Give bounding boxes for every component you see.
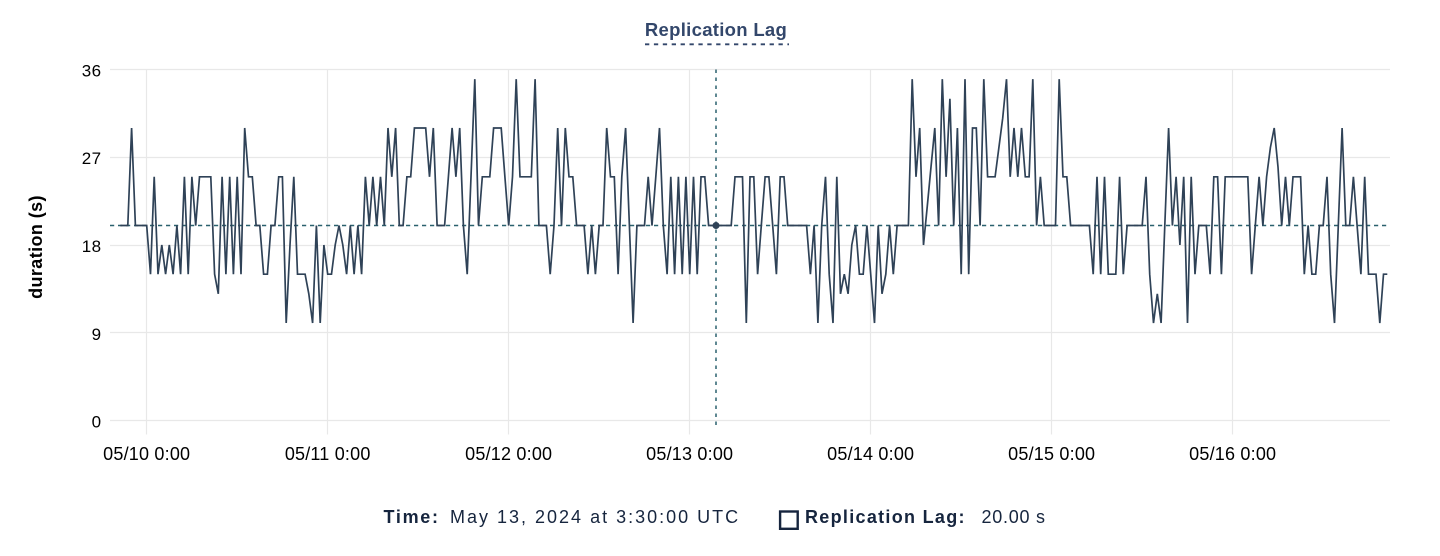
svg-text:05/15 0:00: 05/15 0:00 — [1008, 444, 1095, 464]
svg-text:27: 27 — [82, 149, 102, 168]
svg-text:36: 36 — [82, 62, 102, 81]
svg-text:0: 0 — [92, 413, 102, 432]
svg-text:Replication Lag:: Replication Lag: — [805, 507, 966, 527]
svg-text:05/12 0:00: 05/12 0:00 — [465, 444, 552, 464]
svg-text:duration (s): duration (s) — [26, 195, 46, 299]
svg-text:May 13, 2024 at 3:30:00 UTC: May 13, 2024 at 3:30:00 UTC — [450, 507, 740, 527]
svg-text:Time:: Time: — [384, 507, 440, 527]
svg-text:05/16 0:00: 05/16 0:00 — [1189, 444, 1276, 464]
svg-text:Replication Lag: Replication Lag — [645, 19, 787, 40]
svg-text:18: 18 — [82, 237, 102, 256]
svg-text:05/10 0:00: 05/10 0:00 — [103, 444, 190, 464]
svg-text:05/11 0:00: 05/11 0:00 — [285, 444, 371, 464]
svg-text:05/13 0:00: 05/13 0:00 — [646, 444, 733, 464]
svg-text:05/14 0:00: 05/14 0:00 — [827, 444, 914, 464]
svg-text:20.00 s: 20.00 s — [982, 507, 1046, 527]
svg-text:9: 9 — [92, 325, 102, 344]
